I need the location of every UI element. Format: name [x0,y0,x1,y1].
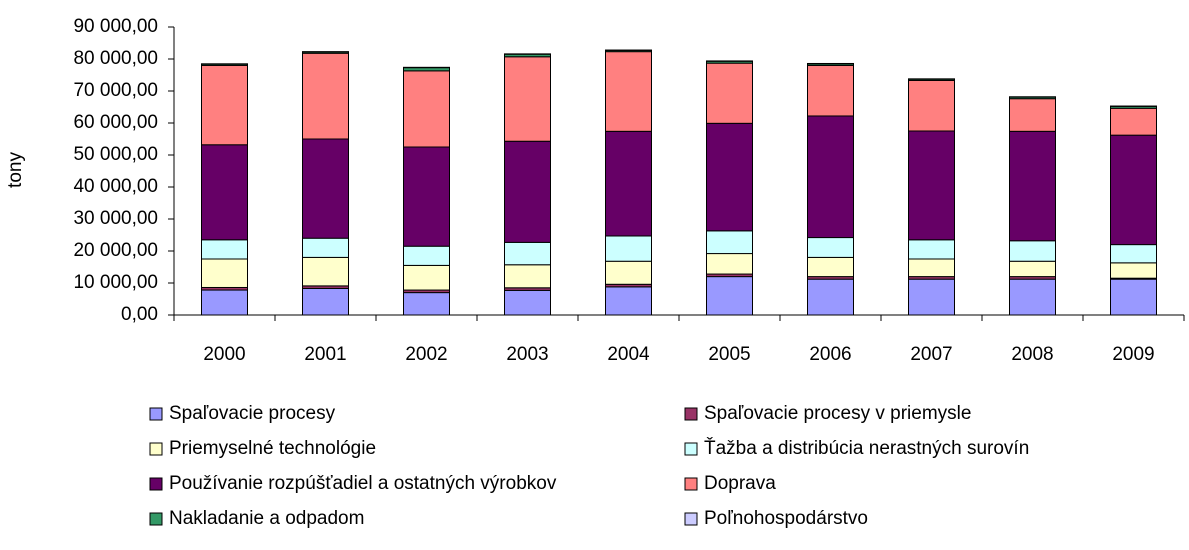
bar-segment [1009,278,1056,316]
bar-segment [908,130,955,241]
bar-segment [1110,134,1157,246]
bar-segment [302,256,349,287]
bar-segment [201,289,248,316]
bar-segment [201,239,248,260]
bar-segment [1110,107,1157,136]
bar-segment [1009,130,1056,242]
legend-swatch [684,407,698,421]
bar-segment [908,278,955,316]
y-tick-label: 60 000,00 [73,112,158,133]
legend-swatch [149,477,163,491]
bar-segment [504,56,551,142]
bar-segment [1110,262,1157,279]
y-tick-label: 80 000,00 [73,48,158,69]
bar-segment [605,51,652,132]
bar-segment [403,146,450,247]
y-axis-label: tony [5,152,26,188]
x-tick-label: 2002 [405,344,447,365]
bar-segment [201,258,248,288]
bar-segment [605,130,652,237]
bar-segment [403,245,450,266]
x-tick-label: 2001 [304,344,346,365]
bar-segment [605,235,652,262]
bar-segment [403,264,450,291]
y-tick-label: 30 000,00 [73,208,158,229]
bar-segment [706,230,753,255]
bar-segment [1009,260,1056,278]
bar-segment [302,138,349,239]
x-tick-label: 2009 [1112,344,1154,365]
bar-segment [807,256,854,278]
y-tick-label: 70 000,00 [73,80,158,101]
bar-segment [1110,244,1157,264]
bar-segment [706,62,753,124]
x-tick-label: 2008 [1011,344,1053,365]
bar-segment [807,278,854,316]
bar-segment [605,260,652,285]
legend-label: Ťažba a distribúcia nerastných surovín [704,437,1029,459]
bar-segment [201,144,248,241]
legend-swatch [149,407,163,421]
bar-segment [504,241,551,266]
bar-segment [1009,240,1056,262]
bar-segment [908,239,955,260]
legend-swatch [684,477,698,491]
legend-label: Nakladanie a odpadom [169,508,364,529]
legend-label: Spaľovacie procesy [169,403,336,424]
legend-swatch [684,512,698,526]
legend-swatch [684,442,698,456]
bar-segment [807,115,854,239]
x-tick-label: 2000 [203,344,245,365]
y-tick-label: 0,00 [121,304,158,325]
bar-segment [504,264,551,289]
bar-segment [706,122,753,232]
bar-segment [504,140,551,243]
bar-segment [302,287,349,316]
legend-swatch [149,512,163,526]
bar-segment [1009,98,1056,132]
bar-segment [706,276,753,316]
legend-label: Spaľovacie procesy v priemysle [704,403,971,424]
bar-segment [302,237,349,258]
legend-swatch [149,442,163,456]
bar-segment [302,52,349,140]
x-tick-label: 2003 [506,344,548,365]
bar-segment [605,286,652,316]
bar-segment [403,70,450,148]
x-tick-label: 2007 [910,344,952,365]
legend-label: Priemyselné technológie [169,438,376,459]
bar-segment [807,237,854,258]
bar-segment [403,292,450,316]
x-tick-label: 2005 [708,344,750,365]
legend-label: Doprava [704,473,776,494]
bar-segment [201,64,248,146]
legend-label: Poľnohospodárstvo [704,508,868,529]
y-tick-label: 50 000,00 [73,144,158,165]
bar-segment [706,253,753,275]
y-tick-label: 10 000,00 [73,272,158,293]
y-tick-label: 40 000,00 [73,176,158,197]
bar-segment [504,289,551,316]
bar-segment [908,258,955,278]
x-tick-label: 2004 [607,344,650,365]
bar-segment [1110,278,1157,316]
x-tick-label: 2006 [809,344,851,365]
bar-segment [908,79,955,132]
bar-segment [807,64,854,117]
y-tick-label: 20 000,00 [73,240,158,261]
y-tick-label: 90 000,00 [73,16,158,37]
legend-label: Používanie rozpúšťadiel a ostatných výro… [169,473,557,494]
